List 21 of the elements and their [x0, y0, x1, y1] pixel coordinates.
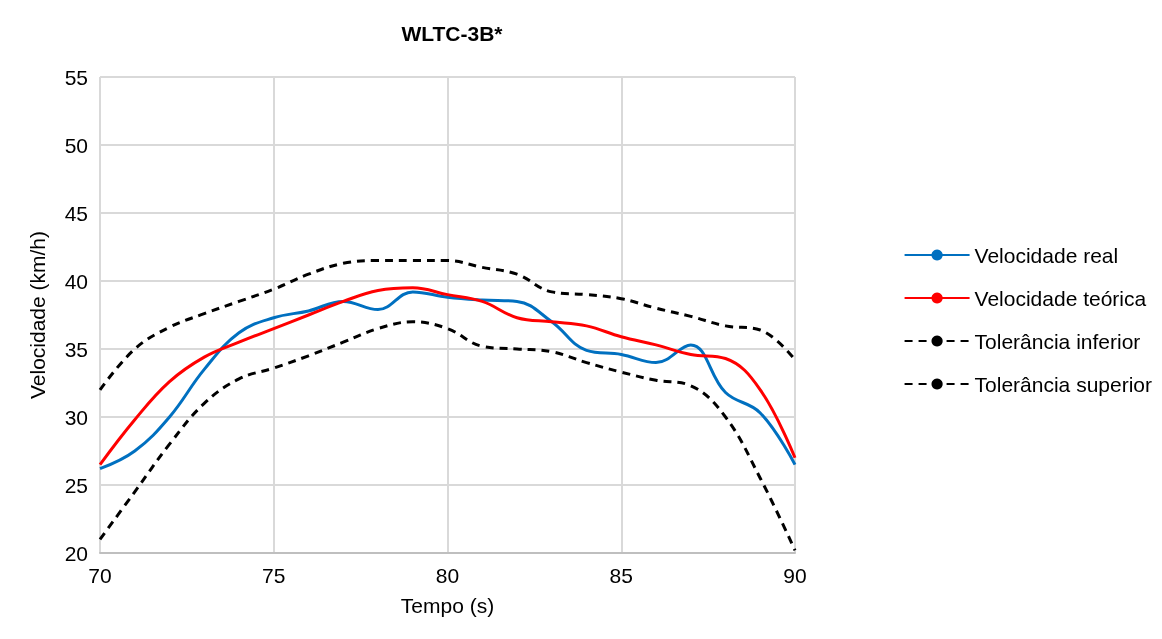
- y-tick-label: 40: [64, 269, 88, 293]
- y-tick-label: 20: [64, 541, 88, 565]
- line-series: [98, 320, 797, 552]
- y-tick-label: 30: [64, 405, 88, 429]
- x-tick-label: 70: [88, 564, 112, 587]
- y-tick-label: 25: [64, 473, 88, 497]
- x-axis-title: Tempo (s): [400, 594, 495, 617]
- x-tick-label: 80: [435, 564, 460, 587]
- y-tick-label: 50: [64, 133, 88, 157]
- chart-title: WLTC-3B*: [401, 22, 504, 45]
- x-tick-label: 75: [262, 564, 286, 587]
- legend-label: Velocidade real: [974, 243, 1119, 267]
- y-tick-label: 45: [64, 201, 88, 225]
- y-tick-label: 55: [64, 65, 88, 89]
- legend-label: Tolerância superior: [974, 372, 1153, 396]
- legend-label: Velocidade teórica: [974, 286, 1147, 310]
- y-axis-title: Velocidade (km/h): [26, 230, 49, 400]
- y-tick-label: 35: [64, 337, 88, 361]
- legend-label: Tolerância inferior: [974, 329, 1141, 353]
- x-tick-label: 85: [609, 564, 633, 587]
- x-tick-label: 90: [783, 564, 807, 587]
